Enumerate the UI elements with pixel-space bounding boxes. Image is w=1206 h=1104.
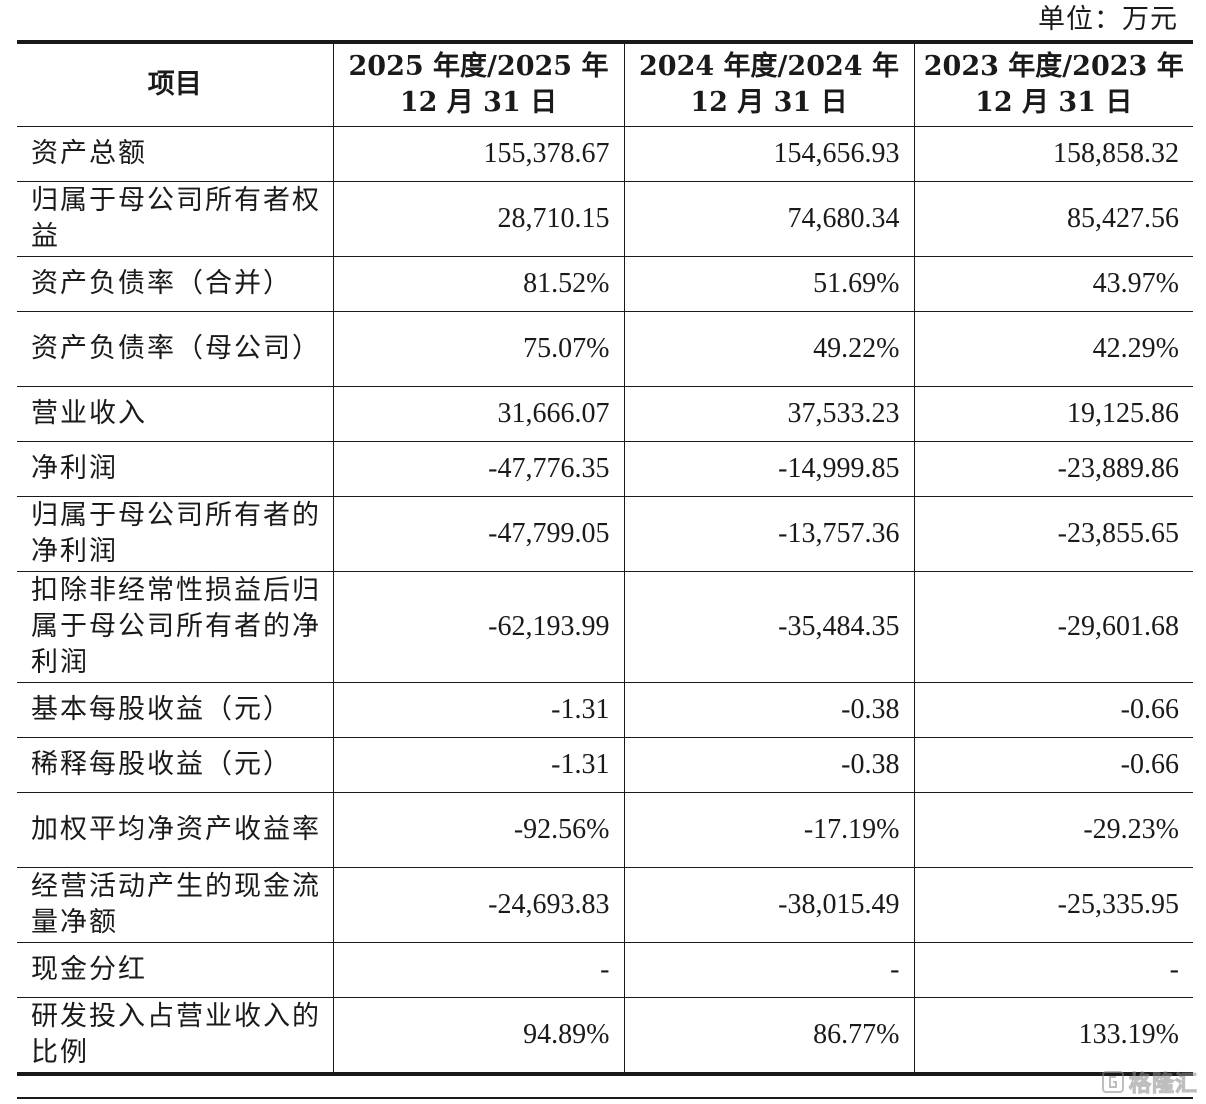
watermark-text: 格隆汇 <box>1128 1072 1198 1098</box>
value-2023: - <box>913 942 1193 998</box>
table-row: 经营活动产生的现金流量净额 -24,693.83 -38,015.49 -25,… <box>17 867 1193 943</box>
row-label: 现金分红 <box>17 942 334 998</box>
value-2025: 75.07% <box>332 311 625 387</box>
value-2023: -29.23% <box>913 792 1193 868</box>
value-2023: 133.19% <box>913 997 1193 1074</box>
row-label: 营业收入 <box>17 386 334 442</box>
value-2025: -1.31 <box>332 682 625 738</box>
table-row: 归属于母公司所有者的净利润 -47,799.05 -13,757.36 -23,… <box>17 496 1193 572</box>
table-row: 资产负债率（母公司） 75.07% 49.22% 42.29% <box>17 311 1193 387</box>
value-2025: 31,666.07 <box>332 386 625 442</box>
value-2025: -47,776.35 <box>332 441 625 497</box>
table-row: 净利润 -47,776.35 -14,999.85 -23,889.86 <box>17 441 1193 497</box>
value-2025: -92.56% <box>332 792 625 868</box>
header-2023: 2023 年度/2023 年 12 月 31 日 <box>913 42 1193 127</box>
value-2025: 94.89% <box>332 997 625 1074</box>
row-label: 研发投入占营业收入的比例 <box>17 997 334 1074</box>
table-row: 加权平均净资产收益率 -92.56% -17.19% -29.23% <box>17 792 1193 868</box>
table-row: 基本每股收益（元） -1.31 -0.38 -0.66 <box>17 682 1193 738</box>
row-label: 稀释每股收益（元） <box>17 737 334 793</box>
row-label: 资产负债率（母公司） <box>17 311 334 387</box>
value-2023: -0.66 <box>913 682 1193 738</box>
value-2023: 19,125.86 <box>913 386 1193 442</box>
table-row: 现金分红 - - - <box>17 942 1193 998</box>
table-header-row: 项目 2025 年度/2025 年 12 月 31 日 2024 年度/2024… <box>17 42 1193 127</box>
value-2024: -0.38 <box>623 682 915 738</box>
value-2023: 158,858.32 <box>913 126 1193 182</box>
value-2024: -38,015.49 <box>623 867 915 943</box>
value-2024: 154,656.93 <box>623 126 915 182</box>
value-2024: -17.19% <box>623 792 915 868</box>
value-2024: -13,757.36 <box>623 496 915 572</box>
value-2024: 74,680.34 <box>623 181 915 257</box>
gelonghui-logo-icon <box>1101 1071 1124 1093</box>
value-2025: -1.31 <box>332 737 625 793</box>
row-label: 经营活动产生的现金流量净额 <box>17 867 334 943</box>
value-2025: -24,693.83 <box>332 867 625 943</box>
header-2025: 2025 年度/2025 年 12 月 31 日 <box>332 42 625 127</box>
value-2023: -0.66 <box>913 737 1193 793</box>
value-2024: 37,533.23 <box>623 386 915 442</box>
header-2024: 2024 年度/2024 年 12 月 31 日 <box>623 42 915 127</box>
header-item: 项目 <box>17 42 334 127</box>
value-2023: -25,335.95 <box>913 867 1193 943</box>
value-2024: 86.77% <box>623 997 915 1074</box>
row-label: 归属于母公司所有者权益 <box>17 181 334 257</box>
value-2023: -23,855.65 <box>913 496 1193 572</box>
table-row: 营业收入 31,666.07 37,533.23 19,125.86 <box>17 386 1193 442</box>
table-row: 资产负债率（合并） 81.52% 51.69% 43.97% <box>17 256 1193 312</box>
row-label: 加权平均净资产收益率 <box>17 792 334 868</box>
value-2025: 81.52% <box>332 256 625 312</box>
value-2023: 85,427.56 <box>913 181 1193 257</box>
row-label: 扣除非经常性损益后归属于母公司所有者的净利润 <box>17 571 334 683</box>
row-label: 归属于母公司所有者的净利润 <box>17 496 334 572</box>
table-row: 扣除非经常性损益后归属于母公司所有者的净利润 -62,193.99 -35,48… <box>17 571 1193 683</box>
value-2023: -23,889.86 <box>913 441 1193 497</box>
value-2025: -47,799.05 <box>332 496 625 572</box>
row-label: 基本每股收益（元） <box>17 682 334 738</box>
value-2025: 155,378.67 <box>332 126 625 182</box>
table-row: 资产总额 155,378.67 154,656.93 158,858.32 <box>17 126 1193 182</box>
value-2024: -14,999.85 <box>623 441 915 497</box>
row-label: 净利润 <box>17 441 334 497</box>
value-2024: 49.22% <box>623 311 915 387</box>
unit-label: 单位：万元 <box>1038 4 1178 35</box>
value-2024: -35,484.35 <box>623 571 915 683</box>
table-row: 研发投入占营业收入的比例 94.89% 86.77% 133.19% <box>17 997 1193 1074</box>
watermark: 格隆汇 <box>1101 1066 1198 1098</box>
financial-summary-table: 项目 2025 年度/2025 年 12 月 31 日 2024 年度/2024… <box>17 40 1193 1076</box>
value-2024: 51.69% <box>623 256 915 312</box>
value-2023: -29,601.68 <box>913 571 1193 683</box>
value-2025: 28,710.15 <box>332 181 625 257</box>
table-bottom-rule <box>17 1097 1193 1099</box>
value-2023: 42.29% <box>913 311 1193 387</box>
row-label: 资产总额 <box>17 126 334 182</box>
row-label: 资产负债率（合并） <box>17 256 334 312</box>
value-2023: 43.97% <box>913 256 1193 312</box>
value-2024: - <box>623 942 915 998</box>
table-row: 归属于母公司所有者权益 28,710.15 74,680.34 85,427.5… <box>17 181 1193 257</box>
value-2025: - <box>332 942 625 998</box>
value-2025: -62,193.99 <box>332 571 625 683</box>
table-row: 稀释每股收益（元） -1.31 -0.38 -0.66 <box>17 737 1193 793</box>
value-2024: -0.38 <box>623 737 915 793</box>
